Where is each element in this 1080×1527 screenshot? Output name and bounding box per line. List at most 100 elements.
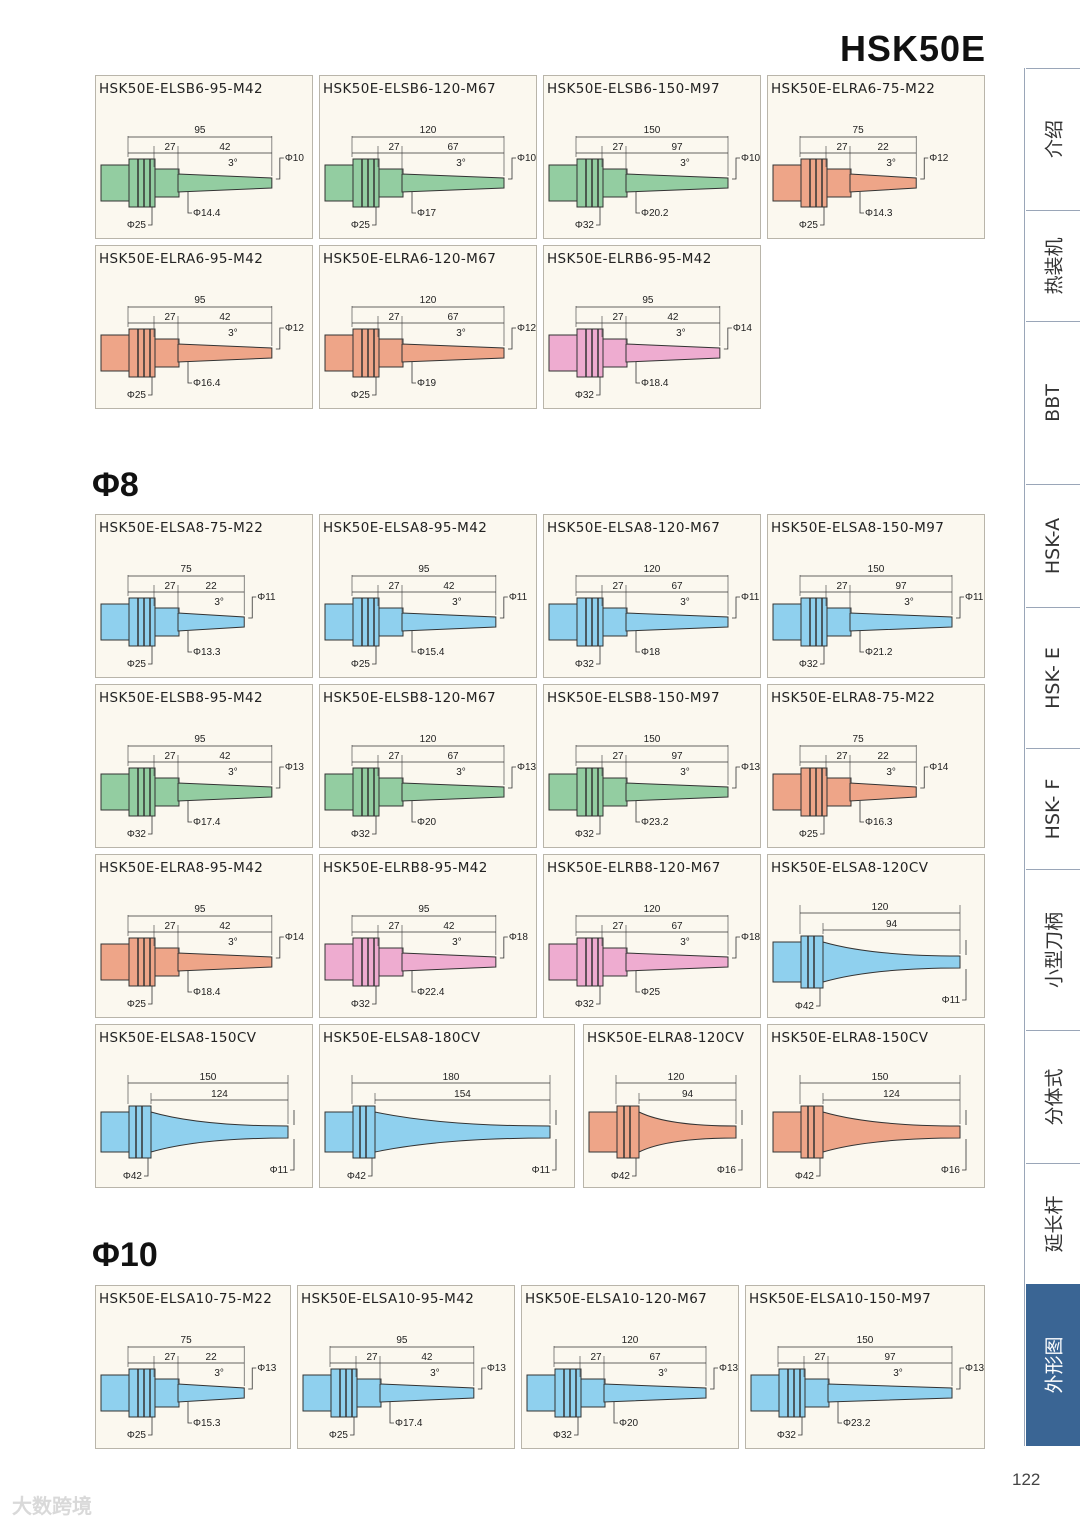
neck bbox=[154, 607, 180, 637]
flange-diameter-label: Φ25 bbox=[329, 1430, 349, 1441]
flange-length-label: 27 bbox=[612, 921, 624, 932]
shank-body bbox=[324, 1111, 354, 1153]
model-code: HSK50E-ELSA8-120-M67 bbox=[547, 520, 721, 536]
side-tab-5[interactable]: HSK- E bbox=[1026, 607, 1080, 747]
overall-length-dim: 120 bbox=[575, 564, 729, 615]
side-tab-4[interactable]: HSK-A bbox=[1026, 484, 1080, 606]
taper-angle-label: 3° bbox=[886, 767, 896, 778]
taper-extension bbox=[177, 952, 273, 972]
tool-holder-card: HSK50E-ELSA10-75-M22 75 27 22 3° Φ13 Φ15.3 Φ25 bbox=[95, 1285, 291, 1449]
tool-holder-card: HSK50E-ELRA6-95-M42 95 27 42 3° Φ12 Φ16.4 Φ25 bbox=[95, 245, 313, 409]
shank-body bbox=[548, 943, 578, 981]
length-label: 120 bbox=[420, 125, 437, 136]
flange-diameter-label: Φ32 bbox=[127, 829, 147, 840]
taper-length-label: 42 bbox=[219, 751, 231, 762]
flange-diameter-label: Φ32 bbox=[575, 659, 595, 670]
tip-diameter-label: Φ18 bbox=[509, 932, 529, 943]
segment-dims: 27 42 bbox=[128, 751, 272, 782]
flange-diameter-label: Φ32 bbox=[575, 220, 595, 231]
taper-angle-label: 3° bbox=[228, 158, 238, 169]
shank-body bbox=[324, 773, 354, 811]
model-code: HSK50E-ELRA6-120-M67 bbox=[323, 251, 497, 267]
flange bbox=[128, 937, 156, 987]
tip-diameter-label: Φ12 bbox=[929, 153, 949, 164]
overall-length-dim: 75 bbox=[799, 734, 917, 785]
taper-angle-label: 3° bbox=[452, 937, 462, 948]
flange-length-label: 27 bbox=[164, 312, 176, 323]
neck bbox=[356, 1378, 382, 1408]
flange-diameter-label: Φ42 bbox=[611, 1171, 631, 1182]
side-tab-10[interactable]: 外形图 bbox=[1026, 1284, 1080, 1446]
shank-body bbox=[100, 773, 130, 811]
flange-diameter-label: Φ42 bbox=[795, 1171, 815, 1182]
length-label: 95 bbox=[194, 734, 206, 745]
neck bbox=[602, 777, 628, 807]
holder-drawing: 180 154 Φ11 Φ42 bbox=[324, 1072, 557, 1182]
length-label: 95 bbox=[194, 125, 206, 136]
reach-label: 94 bbox=[886, 919, 898, 930]
tool-holder-card: HSK50E-ELSA8-180CV 180 154 Φ11 Φ42 bbox=[319, 1024, 575, 1188]
base-diameter-label: Φ18.4 bbox=[641, 378, 669, 389]
flange-diameter-label: Φ25 bbox=[127, 220, 147, 231]
reach-length-dim: 94 bbox=[638, 1089, 736, 1104]
base-diameter-label: Φ16.4 bbox=[193, 378, 221, 389]
neck bbox=[602, 168, 628, 198]
side-tab-8[interactable]: 分体式 bbox=[1026, 1030, 1080, 1162]
model-code: HSK50E-ELRA8-120CV bbox=[587, 1030, 745, 1046]
holder-drawing: 150 27 97 3° Φ11 Φ21.2 Φ32 bbox=[772, 564, 984, 670]
side-tab-3[interactable]: BBT bbox=[1026, 321, 1080, 483]
side-tab-9[interactable]: 延长杆 bbox=[1026, 1163, 1080, 1283]
tip-diameter-label: Φ12 bbox=[285, 323, 305, 334]
reach-label: 124 bbox=[883, 1089, 900, 1100]
taper-extension bbox=[849, 782, 917, 802]
segment-dims: 27 67 bbox=[352, 751, 504, 782]
holder-drawing: 95 27 42 3° Φ14 Φ18.4 Φ32 bbox=[548, 295, 752, 401]
segment-dims: 27 97 bbox=[778, 1352, 952, 1383]
holder-drawing: 120 94 Φ11 Φ42 bbox=[772, 902, 967, 1012]
tool-holder-card: HSK50E-ELSA8-95-M42 95 27 42 3° Φ11 Φ15.4 Φ25 bbox=[319, 514, 537, 678]
holder-drawing: 150 124 Φ11 Φ42 bbox=[100, 1072, 295, 1182]
segment-dims: 27 67 bbox=[352, 142, 504, 173]
shank-body bbox=[548, 773, 578, 811]
tool-holder-card: HSK50E-ELSA8-75-M22 75 27 22 3° Φ11 Φ13.3 Φ25 bbox=[95, 514, 313, 678]
overall-length-dim: 95 bbox=[351, 904, 497, 955]
length-label: 150 bbox=[868, 564, 885, 575]
flange-length-label: 27 bbox=[164, 751, 176, 762]
tip-diameter-label: Φ11 bbox=[270, 1165, 289, 1176]
base-diameter-label: Φ16.3 bbox=[865, 817, 893, 828]
overall-length-dim: 150 bbox=[575, 125, 729, 176]
shank-body bbox=[100, 943, 130, 981]
overall-length-dim: 150 bbox=[799, 1072, 961, 1124]
tip-diameter-label: Φ11 bbox=[532, 1165, 551, 1176]
neck bbox=[602, 338, 628, 368]
neck bbox=[378, 947, 404, 977]
base-diameter-label: Φ23.2 bbox=[843, 1418, 871, 1429]
flange-diameter-label: Φ32 bbox=[575, 829, 595, 840]
flange-length-label: 27 bbox=[388, 142, 400, 153]
tip-diameter-label: Φ13 bbox=[517, 762, 537, 773]
side-tab-1[interactable]: 介绍 bbox=[1026, 68, 1080, 208]
shank-body bbox=[100, 603, 130, 641]
tool-holder-card: HSK50E-ELSB6-95-M42 95 27 42 3° Φ10 Φ14.4 Φ25 bbox=[95, 75, 313, 239]
reach-length-dim: 154 bbox=[374, 1089, 550, 1104]
side-tab-2[interactable]: 热装机 bbox=[1026, 210, 1080, 320]
taper-angle-label: 3° bbox=[680, 158, 690, 169]
tip-diameter-label: Φ11 bbox=[509, 592, 528, 603]
length-label: 120 bbox=[622, 1335, 639, 1346]
side-tab-6[interactable]: HSK- F bbox=[1026, 748, 1080, 868]
neck bbox=[378, 607, 404, 637]
flange bbox=[128, 1368, 156, 1418]
side-tab-7[interactable]: 小型刀柄 bbox=[1026, 869, 1080, 1029]
segment-dims: 27 42 bbox=[128, 921, 272, 952]
overall-length-dim: 95 bbox=[127, 125, 273, 176]
flange bbox=[330, 1368, 358, 1418]
taper-angle-label: 3° bbox=[228, 767, 238, 778]
tip-diameter-label: Φ13 bbox=[965, 1363, 985, 1374]
tool-holder-card: HSK50E-ELSB8-120-M67 120 27 67 3° Φ13 Φ20 Φ32 bbox=[319, 684, 537, 848]
shank-body bbox=[100, 1111, 130, 1153]
reach-length-dim: 124 bbox=[150, 1089, 288, 1104]
length-label: 75 bbox=[181, 1335, 193, 1346]
side-tab-label: HSK-A bbox=[1042, 517, 1064, 574]
taper-angle-label: 3° bbox=[456, 328, 466, 339]
tip-diameter-label: Φ11 bbox=[942, 995, 961, 1006]
